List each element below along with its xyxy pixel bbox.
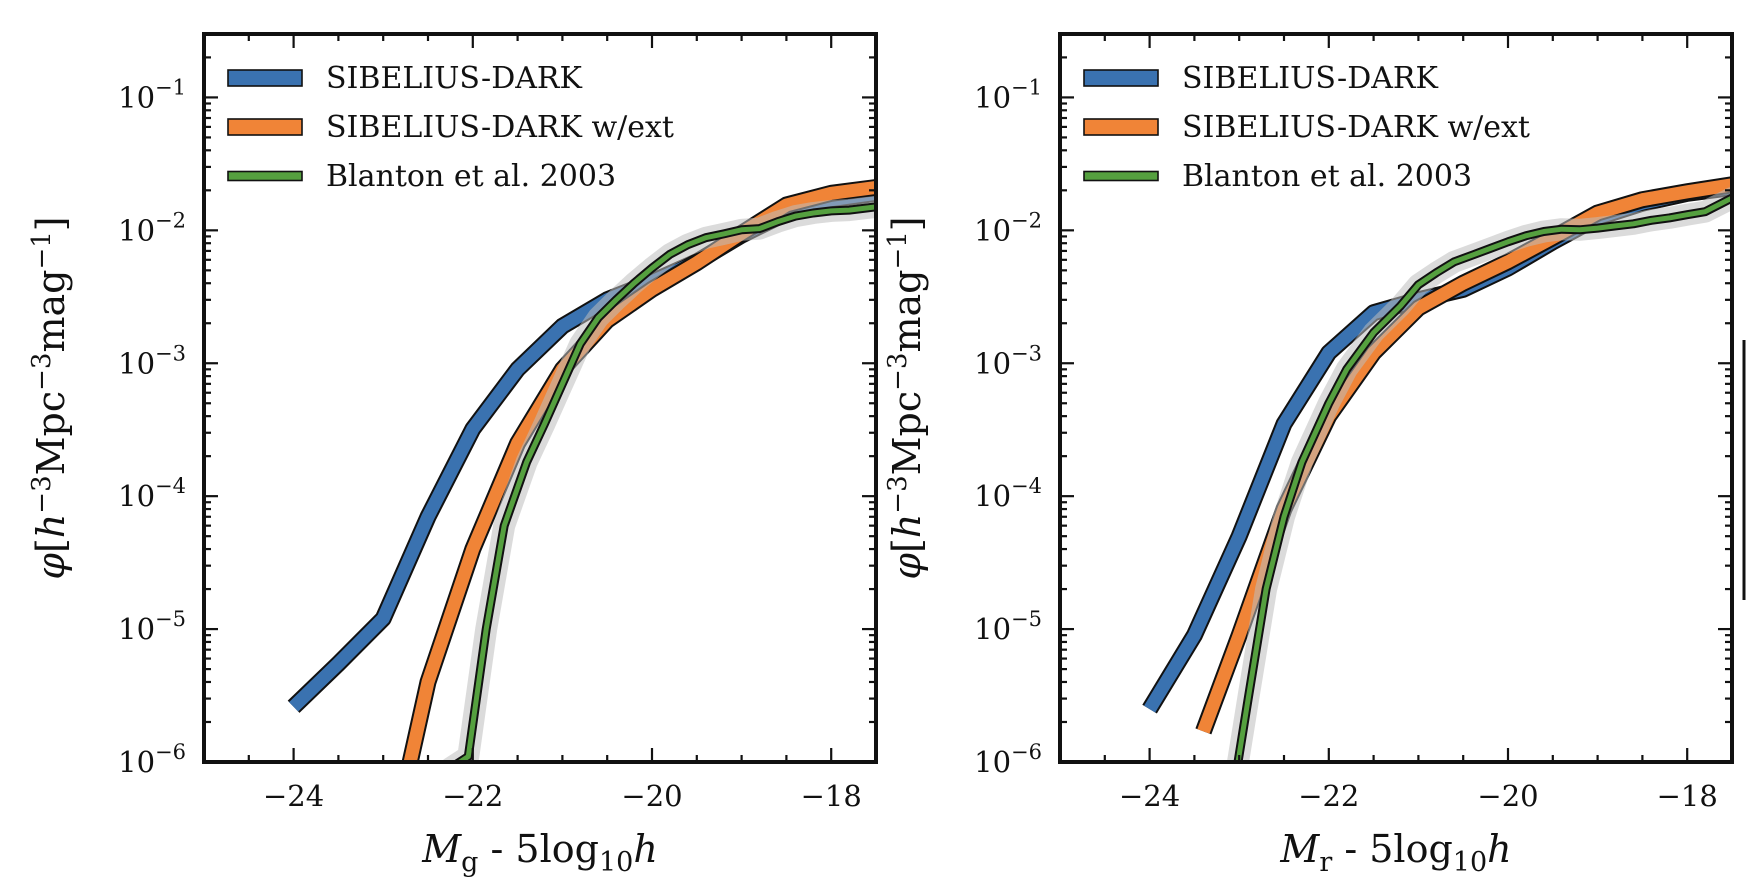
- chart-2-legend-label-1: SIBELIUS-DARK: [1182, 61, 1438, 96]
- chart-1-legend-label-2: SIBELIUS-DARK w/ext: [326, 110, 674, 145]
- chart-2-y-tick-label: 10−1: [974, 75, 1042, 114]
- chart-2-legend: SIBELIUS-DARK SIBELIUS-DARK w/ext Blanton …: [1083, 61, 1530, 194]
- chart-2-y-tick-label: 10−2: [974, 208, 1042, 247]
- chart-2-x-tick-label: −20: [1477, 779, 1538, 813]
- chart-2-x-axis-label: Mr - 5log10h: [1279, 827, 1511, 878]
- chart-1-series-2-line: [403, 181, 876, 762]
- chart-1-legend: SIBELIUS-DARK SIBELIUS-DARK w/ext Blanton …: [227, 61, 674, 194]
- chart-2-x-tick-label: −24: [1119, 779, 1180, 813]
- chart-1-legend-label-3: Blanton et al. 2003: [326, 159, 616, 194]
- chart-2-x-tick-label: −22: [1298, 779, 1359, 813]
- chart-2-y-tick-label: 10−6: [974, 740, 1042, 779]
- chart-1-legend-label-1: SIBELIUS-DARK: [326, 61, 582, 96]
- chart-1-x-tick-label: −22: [442, 779, 503, 813]
- chart-1-y-tick-label: 10−2: [118, 208, 186, 247]
- chart-1-legend-swatch-2: [227, 118, 303, 136]
- chart-2-legend-swatch-2: [1083, 118, 1159, 136]
- chart-2-x-tick-label: −18: [1657, 779, 1718, 813]
- chart-1-y-tick-label: 10−1: [118, 75, 186, 114]
- chart-2-legend-swatch-1: [1083, 69, 1159, 87]
- chart-2-y-tick-label: 10−4: [974, 474, 1042, 513]
- chart-1-x-tick-label: −24: [263, 779, 324, 813]
- chart-1-y-tick-label: 10−3: [118, 341, 186, 380]
- chart-1-legend-swatch-1: [227, 69, 303, 87]
- chart-2-y-tick-label: 10−5: [974, 607, 1042, 646]
- chart-2-panel: −24 −22 −20 −18 10−6 10−5 10−4 10−3 10−2 10−1 Mr -…: [883, 32, 1734, 878]
- chart-2-legend-label-2: SIBELIUS-DARK w/ext: [1182, 110, 1530, 145]
- chart-1-y-tick-label: 10−4: [118, 474, 186, 513]
- chart-2-series-3-line: [1235, 195, 1732, 762]
- chart-1-panel: −24 −22 −20 −18 10−6 10−5 10−4 10−3 10−2 10−1 Mg -…: [27, 32, 878, 878]
- chart-2-legend-swatch-3: [1083, 170, 1159, 182]
- chart-1-x-tick-label: −18: [801, 779, 862, 813]
- chart-2-axes-frame: [1058, 32, 1734, 764]
- chart-1-x-axis-label: Mg - 5log10h: [421, 827, 658, 878]
- chart-2-y-tick-label: 10−3: [974, 341, 1042, 380]
- chart-1-y-tick-label: 10−5: [118, 607, 186, 646]
- chart-2-legend-label-3: Blanton et al. 2003: [1182, 159, 1472, 194]
- chart-1-y-axis-label: φ[h−3Mpc−3mag−1]: [27, 216, 73, 579]
- chart-1-legend-swatch-3: [227, 170, 303, 182]
- chart-2-y-axis-label: φ[h−3Mpc−3mag−1]: [883, 216, 929, 579]
- chart-1-series-1-line: [289, 186, 876, 712]
- chart-1-series-3-line: [455, 204, 876, 762]
- chart-2-plot-area: [1142, 176, 1732, 762]
- chart-1-y-tick-label: 10−6: [118, 740, 186, 779]
- chart-1-x-tick-label: −20: [621, 779, 682, 813]
- chart-1-axes-frame: [202, 32, 878, 764]
- chart-1-plot-area: [287, 179, 876, 762]
